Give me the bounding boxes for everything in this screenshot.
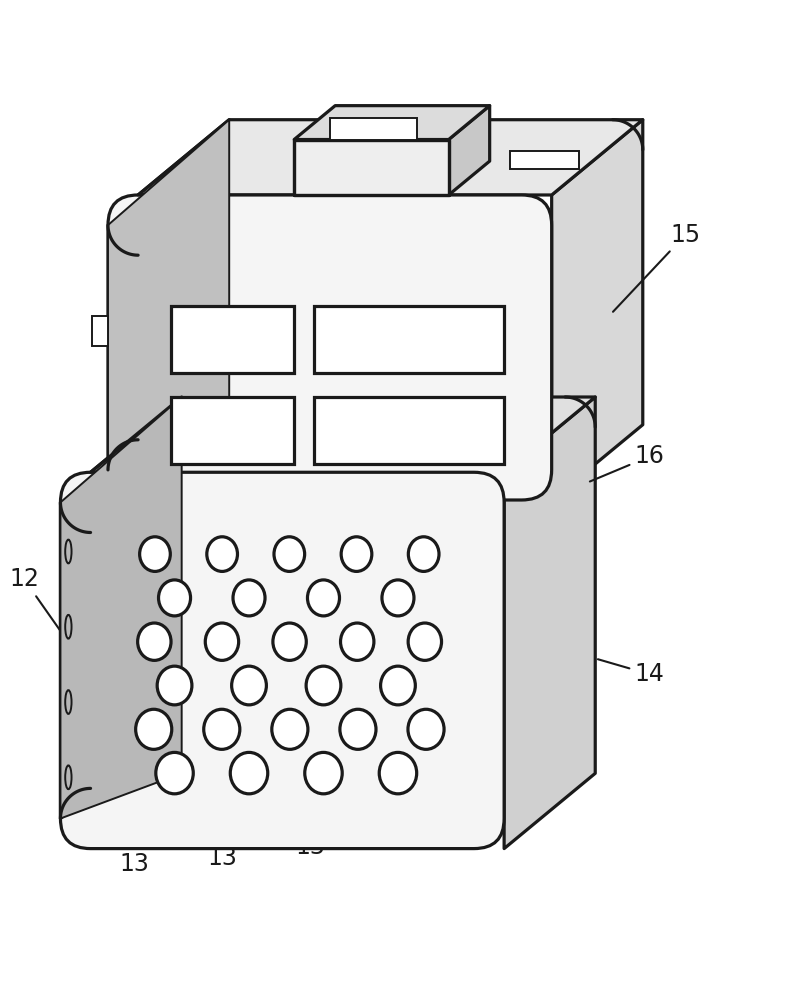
Bar	[92, 316, 108, 346]
Bar	[172, 397, 294, 464]
Ellipse shape	[340, 709, 376, 749]
Ellipse shape	[306, 666, 341, 705]
Ellipse shape	[159, 580, 191, 616]
FancyBboxPatch shape	[60, 472, 504, 849]
Ellipse shape	[382, 580, 414, 616]
Polygon shape	[60, 397, 182, 818]
Ellipse shape	[341, 537, 372, 571]
Ellipse shape	[230, 752, 268, 794]
Ellipse shape	[65, 690, 71, 714]
Ellipse shape	[341, 623, 374, 660]
Text: 14: 14	[598, 659, 665, 686]
Ellipse shape	[65, 540, 71, 563]
Ellipse shape	[206, 537, 237, 571]
Text: 17: 17	[355, 114, 398, 174]
Ellipse shape	[65, 615, 71, 639]
Ellipse shape	[136, 709, 172, 749]
Ellipse shape	[307, 580, 340, 616]
Bar	[330, 118, 417, 140]
Ellipse shape	[272, 709, 308, 749]
Text: 13: 13	[295, 800, 325, 859]
Text: 13: 13	[119, 827, 158, 876]
Ellipse shape	[273, 623, 306, 660]
Polygon shape	[108, 120, 229, 470]
Polygon shape	[91, 397, 596, 472]
Ellipse shape	[204, 709, 240, 749]
Ellipse shape	[65, 765, 71, 789]
Polygon shape	[504, 397, 596, 849]
Ellipse shape	[408, 709, 444, 749]
Bar	[172, 306, 294, 373]
Text: 12: 12	[10, 567, 77, 655]
Polygon shape	[294, 140, 449, 195]
Bar	[314, 397, 504, 464]
Bar	[510, 151, 580, 169]
Ellipse shape	[232, 666, 267, 705]
Text: 16: 16	[590, 444, 665, 481]
Ellipse shape	[408, 537, 439, 571]
Ellipse shape	[274, 537, 305, 571]
Bar	[314, 306, 504, 373]
Ellipse shape	[137, 623, 171, 660]
Ellipse shape	[156, 752, 193, 794]
Ellipse shape	[380, 666, 415, 705]
Ellipse shape	[380, 752, 417, 794]
Text: 13: 13	[208, 819, 245, 870]
Polygon shape	[552, 120, 643, 500]
FancyBboxPatch shape	[108, 195, 552, 500]
Polygon shape	[294, 106, 490, 140]
Text: 13: 13	[388, 772, 418, 815]
Ellipse shape	[233, 580, 265, 616]
Ellipse shape	[206, 623, 239, 660]
Text: 15: 15	[613, 223, 700, 312]
Ellipse shape	[408, 623, 441, 660]
Ellipse shape	[140, 537, 170, 571]
Polygon shape	[449, 106, 490, 195]
Ellipse shape	[305, 752, 342, 794]
Polygon shape	[138, 120, 643, 195]
Ellipse shape	[157, 666, 192, 705]
